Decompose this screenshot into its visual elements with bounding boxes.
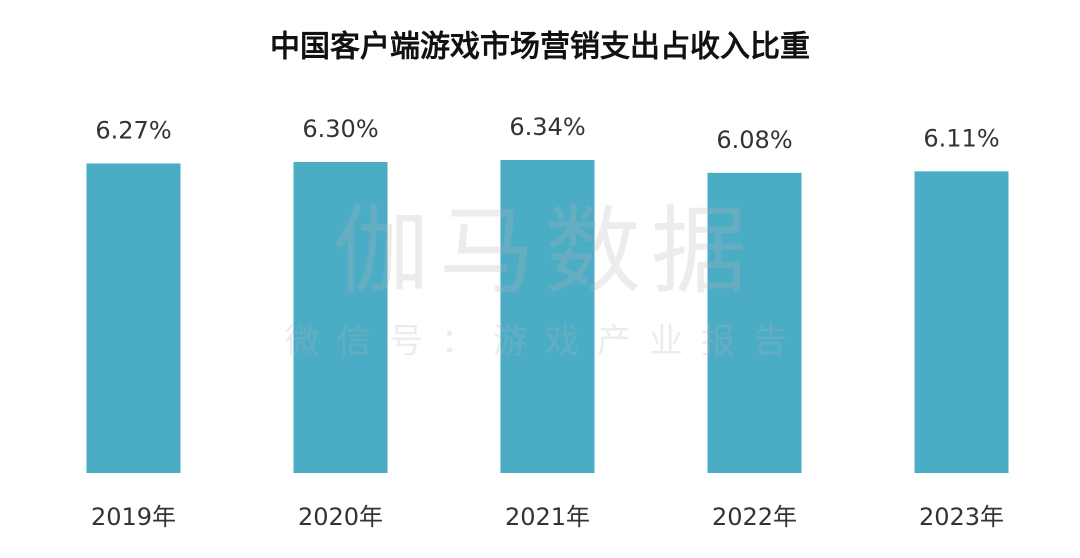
bar (293, 161, 388, 473)
x-tick-label: 2020年 (298, 503, 383, 531)
bar (86, 163, 181, 473)
bar (707, 172, 802, 473)
watermark: 伽马数据 (333, 195, 757, 307)
x-tick-label: 2022年 (712, 503, 797, 531)
value-label: 6.27% (95, 116, 171, 144)
value-label: 6.30% (302, 115, 378, 143)
bar (914, 171, 1009, 473)
bar (500, 160, 595, 473)
value-label: 6.34% (509, 113, 585, 141)
value-label: 6.08% (716, 126, 792, 154)
x-tick-label: 2019年 (91, 503, 176, 531)
x-tick-label: 2021年 (505, 503, 590, 531)
x-tick-label: 2023年 (919, 503, 1004, 531)
chart-title: 中国客户端游戏市场营销支出占收入比重 (270, 30, 810, 65)
watermark-subtitle: 微信号：游戏产业报告 (285, 322, 805, 362)
value-label: 6.11% (923, 124, 999, 152)
